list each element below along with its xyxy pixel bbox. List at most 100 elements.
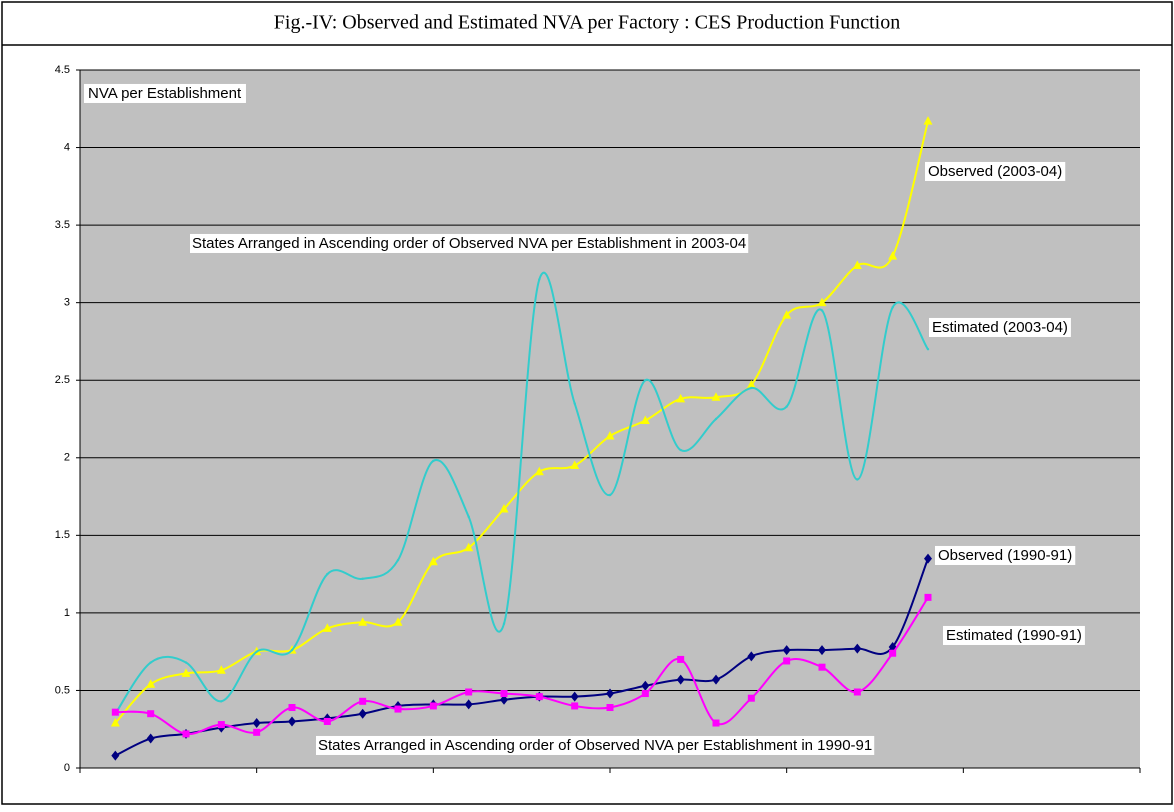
series-label: Estimated (2003-04) (932, 319, 1068, 336)
point (853, 643, 862, 654)
point (111, 708, 119, 716)
point (149, 661, 152, 664)
point (253, 728, 261, 736)
point (288, 716, 296, 727)
series-label: Observed (1990-91) (938, 547, 1072, 564)
point (676, 393, 686, 403)
point (570, 460, 580, 470)
point (747, 694, 755, 702)
point (750, 386, 753, 390)
point (924, 593, 932, 601)
point (111, 750, 120, 761)
point (358, 708, 367, 719)
point (432, 459, 435, 463)
point (288, 704, 296, 712)
point (146, 733, 155, 744)
point (852, 260, 862, 269)
point (923, 116, 933, 125)
annotation-bg (316, 735, 875, 755)
point (640, 415, 650, 425)
point (252, 718, 261, 729)
point (323, 717, 331, 725)
point (782, 645, 791, 656)
series-label-bg (935, 545, 1076, 565)
point (361, 577, 364, 580)
point (147, 710, 155, 718)
point (714, 417, 718, 421)
point (711, 392, 721, 401)
point (644, 379, 647, 382)
point (676, 674, 685, 685)
point (182, 730, 190, 738)
point (428, 556, 438, 566)
point (641, 690, 649, 698)
y-tick-label: 1.5 (55, 529, 70, 541)
point (782, 310, 792, 319)
point (255, 650, 258, 653)
annotation: States Arranged in Ascending order of Ob… (318, 737, 872, 754)
point (605, 431, 615, 440)
point (220, 700, 223, 703)
point (889, 649, 897, 657)
series-label: Observed (2003-04) (928, 163, 1062, 180)
point (359, 697, 367, 705)
y-tick-label: 1 (64, 607, 70, 619)
point (817, 297, 827, 307)
point (573, 402, 576, 405)
series-label-bg (925, 161, 1066, 181)
point (429, 702, 437, 710)
point (820, 309, 824, 312)
point (853, 688, 861, 696)
point (570, 691, 579, 702)
point (888, 251, 898, 260)
point (465, 688, 473, 696)
point (184, 661, 188, 664)
point (608, 493, 612, 497)
point (322, 623, 332, 632)
point (393, 617, 403, 626)
point (146, 679, 156, 688)
point (500, 690, 508, 698)
point (679, 448, 682, 452)
point (783, 657, 791, 665)
y-tick-label: 0.5 (55, 684, 70, 696)
point (181, 668, 191, 677)
point (326, 572, 329, 576)
point (746, 379, 756, 389)
annotation: States Arranged in Ascending order of Ob… (192, 235, 746, 252)
point (467, 515, 470, 518)
y-tick-label: 3 (64, 297, 70, 309)
y-tick-label: 2 (64, 452, 70, 464)
point (394, 705, 402, 713)
point (924, 553, 932, 564)
point (571, 702, 579, 710)
point (464, 542, 474, 552)
y-tick-label: 4 (64, 141, 70, 153)
point (712, 719, 720, 727)
point (606, 704, 614, 712)
y-tick-label: 2.5 (55, 374, 70, 386)
point (358, 617, 368, 626)
point (502, 622, 506, 625)
point (499, 503, 509, 513)
y-axis-label-bg (84, 83, 246, 103)
series-label-bg (943, 625, 1085, 645)
chart-title: Fig.-IV: Observed and Estimated NVA per … (274, 12, 900, 34)
point (534, 466, 544, 476)
y-tick-label: 3.5 (55, 219, 70, 231)
point (641, 680, 650, 691)
point (926, 348, 930, 351)
point (538, 278, 541, 281)
point (856, 478, 859, 481)
point (818, 663, 826, 671)
y-tick-label: 0 (64, 762, 70, 774)
series-label-bg (929, 317, 1071, 337)
point (606, 688, 614, 699)
point (396, 558, 400, 562)
point (891, 306, 894, 309)
y-tick-label: 4.5 (55, 64, 70, 76)
point (290, 648, 294, 652)
series-label: Estimated (1990-91) (946, 627, 1082, 644)
